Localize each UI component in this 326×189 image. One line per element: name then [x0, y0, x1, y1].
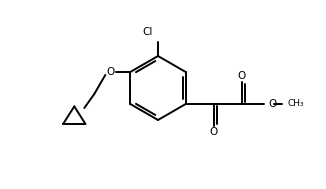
Text: O: O [269, 99, 277, 109]
Text: Cl: Cl [143, 27, 153, 37]
Text: O: O [106, 67, 114, 77]
Text: O: O [238, 71, 246, 81]
Text: O: O [210, 127, 218, 137]
Text: CH₃: CH₃ [288, 99, 304, 108]
